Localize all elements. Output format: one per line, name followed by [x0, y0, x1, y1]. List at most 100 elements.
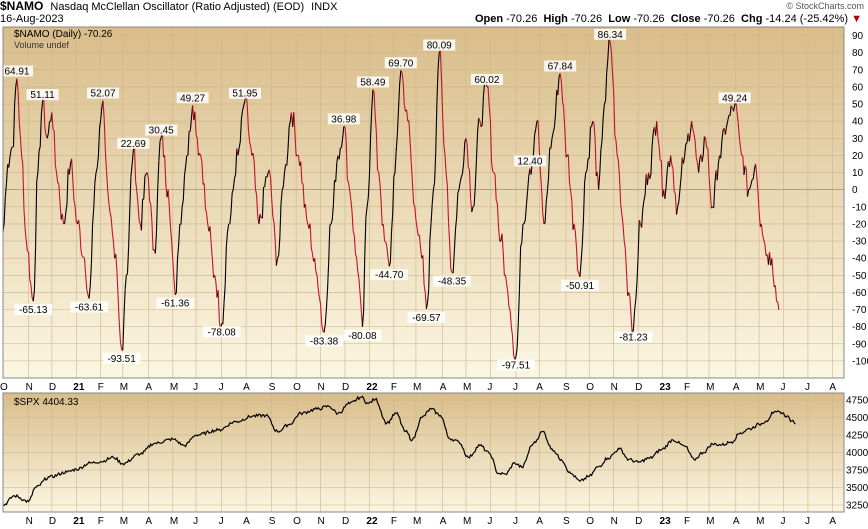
- namo-segment: [607, 38, 610, 59]
- peak-label: 49.27: [180, 93, 205, 104]
- namo-segment: [506, 283, 509, 293]
- namo-segment: [180, 207, 183, 225]
- namo-segment: [717, 155, 721, 164]
- namo-segment: [732, 105, 736, 112]
- namo-segment: [27, 250, 29, 253]
- namo-segment: [392, 176, 395, 214]
- namo-segment: [269, 178, 273, 199]
- namo-segment: [375, 132, 379, 170]
- peak-label-box: [176, 92, 209, 104]
- namo-segment: [764, 244, 767, 256]
- bottom-x-tick-label: S: [269, 516, 276, 527]
- namo-segment: [344, 126, 347, 140]
- namo-segment: [427, 288, 430, 303]
- top-x-tick-label: A: [145, 382, 152, 393]
- namo-segment: [428, 239, 431, 289]
- namo-segment: [39, 113, 42, 147]
- peak-label: 80.09: [427, 41, 452, 52]
- namo-segment: [94, 172, 97, 183]
- namo-segment: [266, 172, 269, 178]
- namo-segment: [600, 140, 603, 150]
- namo-segment: [629, 297, 632, 317]
- namo-segment: [116, 272, 119, 299]
- namo-segment: [641, 208, 644, 228]
- volume-note: Volume undef: [14, 40, 70, 50]
- namo-segment: [133, 144, 137, 181]
- namo-segment: [178, 223, 181, 246]
- namo-segment: [380, 200, 383, 226]
- namo-segment: [110, 217, 113, 233]
- namo-segment: [477, 117, 480, 132]
- peak-label-box: [327, 113, 360, 125]
- bottom-x-tick-label: M: [463, 516, 471, 527]
- namo-segment: [649, 174, 652, 179]
- namo-segment: [126, 246, 130, 274]
- namo-segment: [707, 148, 710, 177]
- namo-segment: [130, 164, 133, 177]
- namo-segment: [593, 122, 596, 139]
- namo-segment: [656, 121, 659, 138]
- namo-segment: [777, 301, 780, 311]
- namo-segment: [32, 290, 35, 302]
- namo-segment: [169, 227, 173, 242]
- peak-label-box: [26, 89, 59, 101]
- top-x-tick-label: A: [440, 382, 447, 393]
- namo-segment: [577, 270, 580, 274]
- open-value: -70.26: [506, 13, 538, 25]
- namo-segment: [470, 199, 473, 213]
- top-y-tick-label: -80: [852, 322, 867, 333]
- bottom-y-tick-label: 3750: [846, 466, 868, 477]
- namo-segment: [727, 115, 730, 122]
- top-panel-frame: [2, 26, 845, 379]
- namo-segment: [173, 279, 176, 295]
- namo-segment: [677, 201, 680, 207]
- namo-segment: [19, 137, 23, 156]
- namo-segment: [345, 139, 348, 180]
- namo-segment: [582, 182, 586, 220]
- bottom-x-tick-label: J: [781, 516, 786, 527]
- namo-segment: [601, 116, 604, 141]
- ohlc-readout: Open -70.26 High -70.26 Low -70.26 Close…: [475, 13, 862, 26]
- namo-segment: [396, 109, 400, 135]
- namo-segment: [259, 213, 262, 218]
- peak-label-box: [594, 28, 627, 40]
- namo-segment: [713, 183, 716, 208]
- peak-label-box: [433, 275, 471, 287]
- namo-segment: [525, 190, 529, 205]
- namo-segment: [494, 174, 497, 201]
- namo-segment: [253, 162, 256, 189]
- namo-segment: [394, 151, 397, 173]
- namo-segment: [374, 116, 377, 133]
- namo-segment: [692, 128, 695, 135]
- bottom-x-tick-label: O: [293, 516, 301, 527]
- namo-segment: [328, 225, 331, 262]
- namo-segment: [573, 223, 576, 232]
- peak-label-box: [87, 87, 120, 99]
- namo-segment: [660, 160, 664, 197]
- namo-segment: [520, 242, 523, 247]
- top-x-tick-label: J: [193, 382, 198, 393]
- namo-segment: [250, 146, 253, 156]
- namo-segment: [159, 137, 162, 142]
- peak-label-box: [370, 269, 408, 281]
- namo-segment: [674, 194, 678, 215]
- namo-segment: [119, 342, 123, 350]
- namo-segment: [560, 80, 564, 101]
- namo-segment: [397, 83, 401, 110]
- bottom-x-tick-label: 23: [660, 516, 672, 527]
- namo-segment: [359, 293, 362, 310]
- namo-segment: [203, 183, 206, 208]
- namo-segment: [164, 155, 167, 185]
- top-x-tick-label: M: [120, 382, 128, 393]
- namo-segment: [440, 80, 444, 118]
- namo-segment: [47, 121, 51, 134]
- namo-segment: [93, 182, 96, 209]
- namo-segment: [399, 70, 402, 85]
- namo-segment: [24, 228, 27, 242]
- namo-segment: [21, 155, 24, 165]
- namo-segment: [16, 78, 19, 92]
- namo-segment: [623, 240, 626, 249]
- namo-segment: [108, 203, 111, 213]
- namo-segment: [642, 200, 645, 209]
- namo-segment: [620, 203, 623, 215]
